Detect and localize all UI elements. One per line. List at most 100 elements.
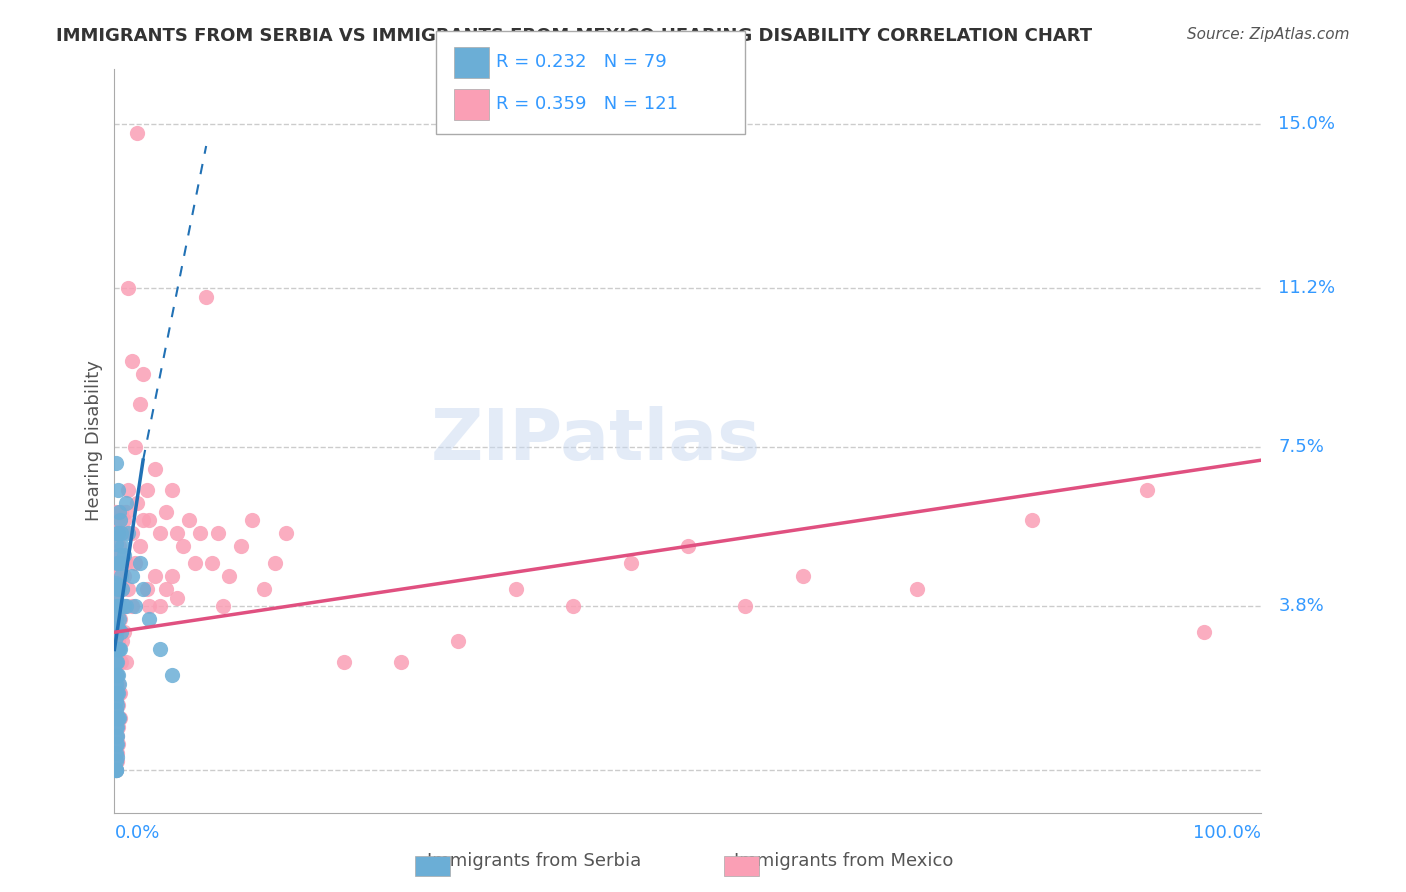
- Point: [155, 582, 177, 597]
- Point: [135, 483, 157, 498]
- Point: [108, 513, 131, 527]
- Point: [138, 599, 160, 614]
- Point: [104, 668, 127, 682]
- Text: R = 0.232   N = 79: R = 0.232 N = 79: [496, 53, 666, 70]
- Point: [127, 496, 149, 510]
- Point: [108, 557, 131, 571]
- Point: [111, 539, 134, 553]
- Point: [128, 397, 150, 411]
- Point: [104, 536, 127, 550]
- Point: [115, 557, 138, 571]
- Point: [104, 591, 127, 605]
- Point: [105, 513, 128, 527]
- Point: [104, 575, 127, 590]
- Point: [138, 513, 160, 527]
- Point: [104, 741, 127, 756]
- Point: [108, 612, 131, 626]
- Point: [111, 582, 134, 597]
- Point: [105, 526, 128, 541]
- Point: [135, 582, 157, 597]
- Point: [104, 656, 127, 670]
- Point: [734, 599, 756, 614]
- Point: [105, 711, 128, 725]
- Point: [105, 578, 128, 592]
- Point: [104, 677, 127, 691]
- Point: [124, 440, 146, 454]
- Point: [104, 630, 127, 644]
- Point: [108, 656, 131, 670]
- Point: [105, 755, 128, 769]
- Point: [105, 729, 128, 743]
- Text: 100.0%: 100.0%: [1194, 824, 1261, 842]
- Point: [107, 711, 129, 725]
- Point: [105, 642, 128, 657]
- Point: [108, 625, 131, 640]
- Point: [108, 582, 131, 597]
- Point: [104, 642, 127, 657]
- Text: Immigrants from Mexico: Immigrants from Mexico: [734, 852, 953, 870]
- Point: [143, 461, 166, 475]
- Point: [104, 612, 127, 626]
- Point: [212, 599, 235, 614]
- Point: [104, 763, 127, 777]
- Point: [240, 513, 263, 527]
- Point: [110, 557, 132, 571]
- Point: [108, 582, 131, 597]
- Point: [112, 569, 135, 583]
- Point: [105, 698, 128, 713]
- Point: [104, 456, 127, 470]
- Point: [107, 668, 129, 682]
- Point: [105, 557, 128, 571]
- Point: [115, 599, 138, 614]
- Point: [562, 599, 585, 614]
- Text: Immigrants from Serbia: Immigrants from Serbia: [427, 852, 641, 870]
- Text: 15.0%: 15.0%: [1278, 115, 1336, 134]
- Point: [276, 526, 298, 541]
- Point: [195, 290, 218, 304]
- Point: [155, 505, 177, 519]
- Point: [115, 656, 138, 670]
- Point: [107, 526, 129, 541]
- Point: [104, 755, 127, 769]
- Point: [505, 582, 527, 597]
- Point: [112, 548, 135, 562]
- Point: [166, 526, 188, 541]
- Point: [105, 642, 128, 657]
- Point: [229, 539, 252, 553]
- Point: [107, 582, 129, 597]
- Point: [104, 711, 127, 725]
- Point: [115, 599, 138, 614]
- Point: [110, 505, 132, 519]
- Point: [676, 539, 699, 553]
- Point: [190, 526, 212, 541]
- Point: [107, 483, 129, 498]
- Point: [149, 642, 172, 657]
- Point: [107, 698, 129, 713]
- Y-axis label: Hearing Disability: Hearing Disability: [86, 360, 103, 521]
- Point: [108, 685, 131, 699]
- Point: [104, 698, 127, 713]
- Point: [110, 656, 132, 670]
- Point: [108, 548, 131, 562]
- Point: [110, 569, 132, 583]
- Point: [105, 548, 128, 562]
- Point: [104, 737, 127, 751]
- Point: [104, 720, 127, 734]
- Point: [127, 126, 149, 140]
- Point: [112, 513, 135, 527]
- Point: [108, 569, 131, 583]
- Point: [172, 539, 194, 553]
- Point: [104, 694, 127, 708]
- Point: [108, 612, 131, 626]
- Point: [104, 755, 127, 769]
- Point: [107, 633, 129, 648]
- Point: [105, 685, 128, 699]
- Point: [160, 483, 183, 498]
- Point: [108, 711, 131, 725]
- Point: [107, 677, 129, 691]
- Point: [107, 557, 129, 571]
- Point: [110, 526, 132, 541]
- Point: [117, 281, 139, 295]
- Point: [105, 711, 128, 725]
- Point: [104, 763, 127, 777]
